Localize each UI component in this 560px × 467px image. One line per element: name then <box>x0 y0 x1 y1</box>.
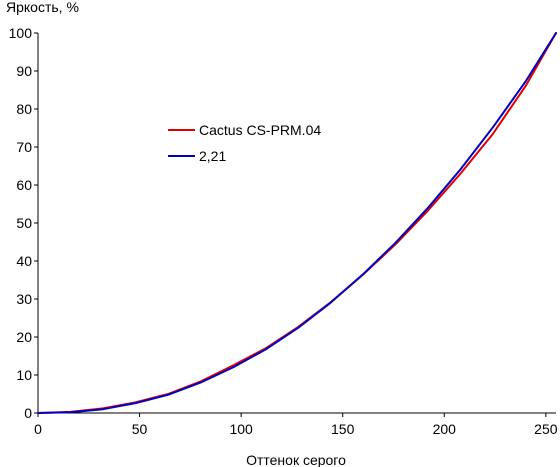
y-tick-label: 0 <box>24 405 32 421</box>
series-line-1 <box>37 32 557 414</box>
y-tick-label: 20 <box>16 329 32 345</box>
y-tick-label: 90 <box>16 63 32 79</box>
x-ticks: 0 50 100 150 200 250 <box>34 413 558 437</box>
y-tick-label: 10 <box>16 367 32 383</box>
y-tick-label: 50 <box>16 215 32 231</box>
legend: Cactus CS-PRM.04 2,21 <box>168 122 321 164</box>
y-ticks: 0 10 20 30 40 50 60 70 80 90 100 <box>9 25 38 421</box>
y-tick-label: 100 <box>9 25 33 41</box>
y-tick-label: 40 <box>16 253 32 269</box>
x-tick-label: 50 <box>132 421 148 437</box>
x-tick-label: 250 <box>534 421 558 437</box>
y-tick-label: 80 <box>16 101 32 117</box>
y-tick-label: 60 <box>16 177 32 193</box>
axes <box>37 33 556 414</box>
legend-label-2: 2,21 <box>199 148 226 164</box>
x-tick-label: 0 <box>34 421 42 437</box>
legend-label-1: Cactus CS-PRM.04 <box>199 122 321 138</box>
y-tick-label: 70 <box>16 139 32 155</box>
x-axis-title: Оттенок серого <box>246 452 346 467</box>
x-tick-label: 200 <box>433 421 457 437</box>
y-axis-title: Яркость, % <box>6 0 79 15</box>
series-lines <box>37 32 557 414</box>
x-tick-label: 150 <box>331 421 355 437</box>
series-line-2 <box>37 32 557 414</box>
y-tick-label: 30 <box>16 291 32 307</box>
x-tick-label: 100 <box>229 421 253 437</box>
